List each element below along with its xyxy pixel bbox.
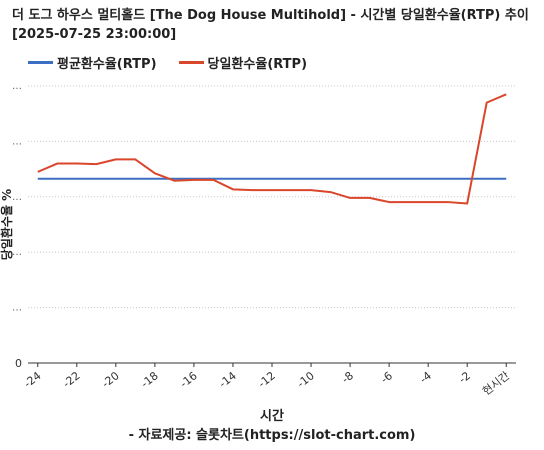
x-tick-label: -10	[295, 369, 317, 390]
y-tick-mark: …	[12, 303, 22, 314]
y-tick-mark: …	[12, 247, 22, 258]
legend-swatch-daily	[178, 60, 204, 64]
y-tick-mark: …	[12, 136, 22, 147]
y-tick-mark: …	[12, 192, 22, 203]
x-tick-label: -22	[60, 369, 82, 390]
x-tick-label: -2	[456, 369, 473, 386]
x-axis-label: 시간	[260, 409, 284, 424]
x-tick-label: -14	[217, 369, 239, 390]
x-tick-label: -18	[139, 369, 161, 390]
x-tick-label: -4	[417, 369, 434, 386]
series-line-daily	[37, 93, 507, 205]
legend-swatch-average	[28, 60, 53, 64]
legend: 평균환수율(RTP) 당일환수율(RTP)	[28, 52, 329, 72]
y-tick-label: 0	[15, 357, 22, 370]
legend-item-average[interactable]: 평균환수율(RTP)	[28, 53, 157, 72]
legend-label-daily: 당일환수율(RTP)	[207, 56, 308, 72]
x-tick-label: -8	[339, 369, 356, 386]
source-credit: - 자료제공: 슬롯차트(https://slot-chart.com)	[128, 428, 416, 443]
legend-item-daily[interactable]: 당일환수율(RTP)	[178, 53, 308, 72]
chart-title: 더 도그 하우스 멀티홀드 [The Dog House Multihold] …	[12, 8, 529, 42]
x-tick-label: -12	[256, 369, 278, 390]
x-tick-label: -6	[378, 369, 395, 386]
x-tick-label: -16	[178, 369, 200, 390]
x-tick-label: -20	[100, 369, 122, 390]
y-axis-label: 당일환수율 %	[0, 189, 14, 260]
legend-label-average: 평균환수율(RTP)	[57, 56, 157, 72]
x-tick-label: -24	[21, 369, 43, 390]
x-tick-label: 현시간	[480, 369, 512, 398]
y-tick-mark: …	[12, 81, 22, 92]
